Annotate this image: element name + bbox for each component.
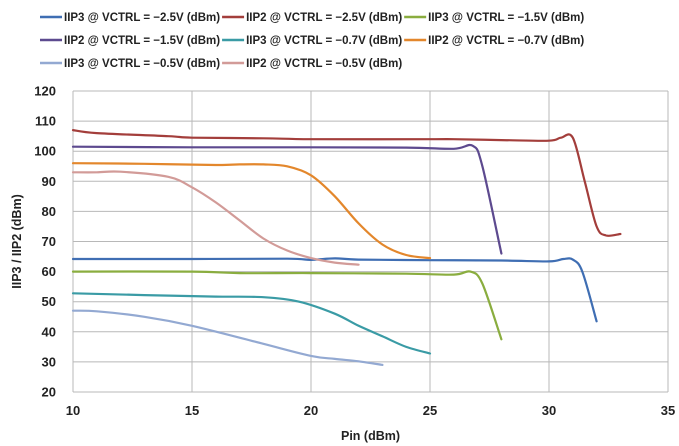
y-tick-label: 60: [42, 264, 56, 279]
legend-label: IIP2 @ VCTRL = −0.5V (dBm): [246, 58, 402, 70]
y-tick-label: 70: [42, 234, 56, 249]
legend-label: IIP3 @ VCTRL = −2.5V (dBm): [64, 12, 220, 24]
y-tick-label: 20: [42, 385, 56, 400]
legend: IIP3 @ VCTRL = −2.5V (dBm) IIP2 @ VCTRL =…: [40, 12, 584, 70]
series-line-5: [73, 293, 430, 353]
y-tick-label: 50: [42, 294, 56, 309]
legend-label: IIP3 @ VCTRL = −0.7V (dBm): [246, 35, 402, 47]
legend-label: IIP2 @ VCTRL = −2.5V (dBm): [246, 12, 402, 24]
series-line-6: [73, 163, 430, 258]
x-tick-label: 30: [542, 403, 556, 418]
legend-label: IIP2 @ VCTRL = −1.5V (dBm): [64, 35, 220, 47]
series-line-2: [73, 130, 620, 236]
legend-label: IIP2 @ VCTRL = −0.7V (dBm): [428, 35, 584, 47]
x-tick-label: 20: [304, 403, 318, 418]
y-tick-label: 30: [42, 354, 56, 369]
legend-label: IIP3 @ VCTRL = −0.5V (dBm): [64, 58, 220, 70]
series-line-8: [73, 171, 359, 264]
x-tick-label: 25: [423, 403, 437, 418]
y-tick-label: 80: [42, 204, 56, 219]
x-tick-label: 10: [66, 403, 80, 418]
legend-label: IIP3 @ VCTRL = −1.5V (dBm): [428, 12, 584, 24]
series-line-4: [73, 145, 501, 254]
y-tick-label: 40: [42, 324, 56, 339]
series-line-1: [73, 258, 597, 321]
series-group: [73, 130, 620, 365]
y-tick-label: 90: [42, 174, 56, 189]
series-line-7: [73, 311, 382, 365]
y-axis-label: IIP3 / IIP2 (dBm): [10, 194, 24, 288]
series-line-3: [73, 271, 501, 339]
y-tick-label: 120: [34, 84, 56, 99]
x-tick-label: 15: [185, 403, 199, 418]
x-axis-label: Pin (dBm): [341, 429, 400, 443]
y-tick-label: 100: [34, 144, 56, 159]
x-tick-label: 35: [661, 403, 675, 418]
y-tick-label: 110: [35, 114, 56, 129]
